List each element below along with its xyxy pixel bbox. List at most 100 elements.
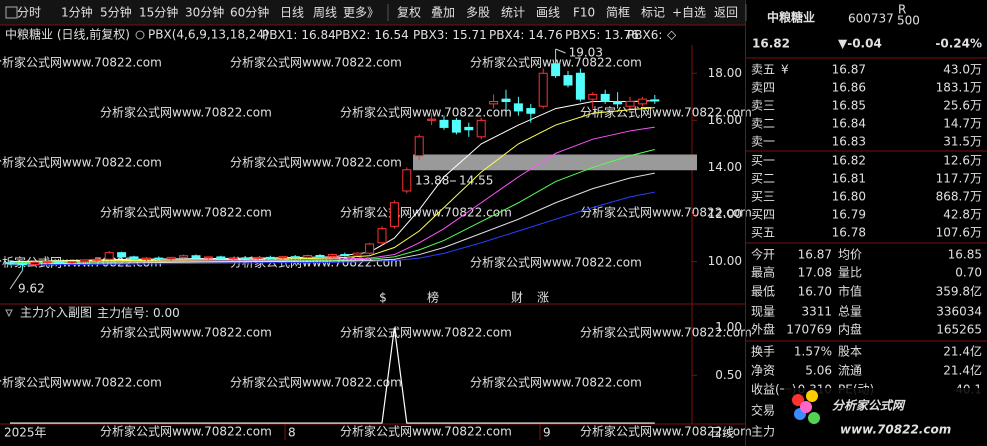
toolbar-button[interactable]: 分时 [17, 6, 41, 20]
book-volume: 31.5万 [943, 135, 982, 149]
stat-value: 1.57% [794, 345, 832, 359]
candle-body [42, 261, 52, 264]
legend-value: 13.76 [604, 28, 638, 42]
stat-value: 0.70 [955, 266, 982, 280]
book-price: 16.86 [832, 81, 866, 95]
candle-body [650, 99, 660, 102]
toolbar-button[interactable]: 统计 [501, 6, 525, 20]
last-price: 16.82 [752, 37, 790, 51]
candle-body [613, 101, 623, 105]
x-axis-label: 日线 [710, 426, 734, 440]
stat-label: 内盘 [838, 322, 862, 337]
high-label: 19.03 [569, 46, 603, 60]
badge: R [898, 3, 906, 17]
toolbar-button[interactable]: 标记 [641, 6, 665, 20]
toolbar-button[interactable]: 复权 [397, 6, 421, 20]
stat-label: 外盘 [751, 322, 775, 337]
toolbar-button[interactable]: F10 [573, 6, 595, 20]
candle-body [501, 98, 511, 103]
watermarks: 分析家公式网www.70822.com 分析家公式网www.70822.com 分析… [0, 55, 752, 439]
toolbar-button[interactable]: 30分钟 [185, 5, 224, 20]
candle-body [476, 119, 486, 138]
indicator-name: PBX(4,6,9,13,18,24) [148, 28, 269, 42]
settings-icon[interactable] [135, 30, 145, 40]
candle-body [352, 252, 362, 256]
logo-icon [800, 401, 812, 413]
candle-body [117, 252, 127, 258]
book-label: 买二 [751, 172, 775, 186]
candle-body [563, 75, 573, 86]
toolbar-button[interactable]: 更多》 [343, 6, 379, 20]
book-price: 16.83 [832, 135, 866, 149]
watermark: 分析家公式网www.70822.com [340, 424, 512, 439]
candle-body [241, 257, 251, 260]
watermark: 分析家公式网www.70822.com [100, 205, 272, 220]
book-icon: ¥ [781, 63, 789, 77]
logo: 分析家公式网 www.70822.com [784, 388, 987, 440]
book-label: 卖一 [751, 135, 775, 149]
candle-body [17, 263, 27, 266]
low-label: 9.62 [18, 282, 45, 296]
stat-value: 3311 [801, 305, 832, 319]
indicator-icon[interactable]: ◇ [667, 28, 677, 42]
legend-entry: PBX1: 16.84 [262, 28, 336, 42]
toolbar-button[interactable]: 周线 [313, 6, 337, 20]
toolbar-button[interactable]: 画线 [536, 6, 560, 20]
watermark: 分析家公式网www.70822.com [340, 205, 512, 220]
stat-label: 今开 [751, 247, 775, 262]
watermark: 分析家公式网www.70822.com [470, 255, 642, 270]
event-marker[interactable]: 涨 [537, 290, 549, 305]
legend-value: 0.00 [153, 306, 180, 320]
collapse-icon[interactable] [5, 309, 13, 318]
y-tick-label: 18.00 [708, 66, 742, 80]
candle-body [303, 254, 313, 258]
event-marker[interactable]: 财 [511, 291, 523, 305]
watermark: 分析家公式网www.70822.com [580, 424, 752, 439]
watermark: 分析家公式网www.70822.com [100, 325, 272, 340]
candle-body [55, 261, 65, 264]
toolbar-button[interactable]: 5分钟 [100, 5, 132, 20]
candle-body [203, 256, 213, 259]
toolbar-button[interactable]: 日线 [280, 6, 304, 20]
toolbar-button[interactable]: 返回 [714, 6, 738, 20]
subchart-title: 主力介入副图 [20, 306, 92, 320]
stat-label: 总量 [838, 305, 862, 319]
toolbar-button[interactable]: 简框 [606, 6, 630, 20]
toolbar-button[interactable]: 叠加 [431, 6, 455, 20]
stat-label: 净资 [751, 364, 775, 378]
change-pct: -0.24% [935, 37, 982, 51]
toolbar-button[interactable]: 多股 [466, 6, 490, 20]
toolbar-button[interactable]: 15分钟 [139, 5, 178, 20]
pbx-line [9, 107, 655, 263]
candle-body [340, 254, 350, 257]
stat-label: 最高 [751, 265, 775, 280]
book-volume: 183.1万 [936, 81, 982, 95]
event-marker[interactable]: $ [379, 291, 387, 305]
toolbar-button[interactable]: 1分钟 [61, 5, 93, 20]
watermark: 分析家公式网www.70822.com [580, 205, 752, 220]
stat-value: 21.4亿 [943, 344, 982, 359]
book-volume: 43.0万 [943, 63, 982, 77]
candle-body [327, 254, 337, 257]
event-marker[interactable]: 榜 [427, 290, 439, 305]
stock-name: 中粮糖业 [767, 10, 815, 25]
book-price: 16.87 [832, 63, 866, 77]
toolbar-button[interactable]: 60分钟 [230, 5, 269, 20]
watermark: 分析家公式网www.70822.com [470, 375, 642, 390]
book-label: 卖五 [751, 63, 775, 77]
legend-entry: PBX6: [627, 28, 662, 42]
book-label: 卖三 [751, 99, 775, 113]
zone-label: 14.55 [459, 174, 493, 188]
candle-body [414, 136, 424, 157]
toolbar-button[interactable]: +自选 [672, 6, 706, 20]
stat-value: 16.85 [948, 248, 982, 262]
candle-body [464, 126, 474, 131]
stat-value: 165265 [936, 323, 982, 337]
book-volume: 868.7万 [936, 190, 982, 204]
candle-body [365, 243, 375, 254]
book-label: 卖二 [751, 117, 775, 131]
candle-body [67, 261, 77, 264]
book-volume: 42.8万 [943, 208, 982, 222]
